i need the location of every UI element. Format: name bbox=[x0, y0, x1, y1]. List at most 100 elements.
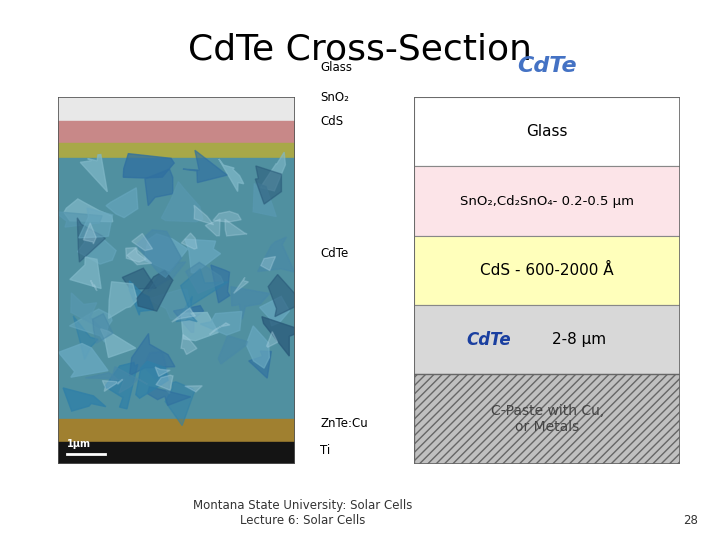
Polygon shape bbox=[132, 233, 153, 251]
Polygon shape bbox=[156, 375, 173, 390]
Polygon shape bbox=[91, 280, 97, 291]
Text: Glass: Glass bbox=[526, 124, 568, 139]
Polygon shape bbox=[70, 257, 101, 288]
Polygon shape bbox=[111, 367, 148, 393]
Polygon shape bbox=[211, 265, 230, 303]
Polygon shape bbox=[78, 230, 116, 264]
Polygon shape bbox=[84, 223, 96, 244]
Bar bbox=[58, 442, 295, 464]
Polygon shape bbox=[102, 379, 123, 392]
Polygon shape bbox=[148, 262, 186, 292]
Bar bbox=[58, 418, 295, 442]
Text: CdS - 600-2000 Å: CdS - 600-2000 Å bbox=[480, 263, 614, 278]
Polygon shape bbox=[58, 343, 108, 377]
Polygon shape bbox=[268, 274, 303, 316]
Polygon shape bbox=[261, 256, 276, 271]
Polygon shape bbox=[261, 152, 285, 191]
Polygon shape bbox=[258, 237, 294, 272]
Text: CdS: CdS bbox=[320, 115, 343, 128]
Polygon shape bbox=[181, 313, 218, 341]
Polygon shape bbox=[122, 268, 156, 289]
Polygon shape bbox=[253, 183, 276, 217]
Polygon shape bbox=[165, 382, 194, 426]
Polygon shape bbox=[106, 188, 138, 218]
Polygon shape bbox=[73, 316, 98, 359]
Polygon shape bbox=[219, 159, 243, 192]
Polygon shape bbox=[148, 289, 192, 320]
Bar bbox=[414, 374, 680, 464]
Polygon shape bbox=[85, 373, 118, 380]
Polygon shape bbox=[109, 282, 138, 319]
Bar bbox=[58, 97, 295, 121]
Polygon shape bbox=[126, 248, 146, 262]
Bar bbox=[414, 166, 680, 236]
Polygon shape bbox=[71, 293, 101, 328]
Polygon shape bbox=[260, 296, 289, 326]
Text: 28: 28 bbox=[683, 514, 698, 526]
Polygon shape bbox=[181, 335, 197, 354]
Bar bbox=[58, 121, 295, 143]
Polygon shape bbox=[80, 154, 107, 192]
Polygon shape bbox=[186, 262, 223, 293]
Polygon shape bbox=[183, 150, 227, 183]
Text: C-Paste with Cu,
or Metals: C-Paste with Cu, or Metals bbox=[490, 404, 604, 435]
Text: ZnTe:Cu: ZnTe:Cu bbox=[320, 417, 368, 430]
Text: Ti: Ti bbox=[320, 444, 330, 457]
Text: 1μm: 1μm bbox=[67, 438, 91, 449]
Polygon shape bbox=[161, 181, 203, 222]
Polygon shape bbox=[181, 269, 228, 307]
Text: SnO₂: SnO₂ bbox=[320, 91, 349, 104]
Polygon shape bbox=[181, 233, 197, 249]
Polygon shape bbox=[78, 208, 112, 238]
Text: CdTe: CdTe bbox=[320, 247, 348, 260]
Polygon shape bbox=[127, 248, 152, 265]
Polygon shape bbox=[123, 154, 174, 178]
Bar bbox=[58, 158, 295, 418]
Polygon shape bbox=[176, 296, 197, 322]
Polygon shape bbox=[69, 309, 112, 342]
Polygon shape bbox=[185, 239, 220, 273]
Polygon shape bbox=[200, 312, 242, 335]
Text: Montana State University: Solar Cells
Lecture 6: Solar Cells: Montana State University: Solar Cells Le… bbox=[193, 498, 412, 526]
Polygon shape bbox=[256, 166, 282, 204]
Polygon shape bbox=[137, 271, 173, 311]
Polygon shape bbox=[174, 306, 204, 332]
Polygon shape bbox=[266, 332, 278, 347]
Polygon shape bbox=[231, 287, 269, 319]
Polygon shape bbox=[105, 362, 138, 409]
Text: Glass: Glass bbox=[320, 61, 352, 74]
Polygon shape bbox=[218, 335, 248, 364]
Polygon shape bbox=[262, 316, 303, 356]
Polygon shape bbox=[246, 326, 269, 368]
Polygon shape bbox=[194, 205, 214, 225]
Polygon shape bbox=[248, 351, 271, 378]
Text: CdTe: CdTe bbox=[467, 330, 511, 349]
Polygon shape bbox=[77, 218, 105, 262]
Polygon shape bbox=[101, 329, 135, 357]
Polygon shape bbox=[93, 314, 113, 343]
Bar bbox=[414, 305, 680, 374]
Polygon shape bbox=[145, 169, 173, 206]
Polygon shape bbox=[145, 234, 187, 271]
Polygon shape bbox=[185, 386, 202, 392]
Polygon shape bbox=[234, 278, 248, 293]
Text: CdTe Cross-Section: CdTe Cross-Section bbox=[188, 32, 532, 66]
Polygon shape bbox=[144, 352, 170, 394]
Polygon shape bbox=[63, 388, 106, 411]
Polygon shape bbox=[225, 219, 247, 236]
Polygon shape bbox=[130, 334, 175, 376]
Polygon shape bbox=[210, 323, 230, 334]
Polygon shape bbox=[137, 230, 181, 277]
Polygon shape bbox=[130, 281, 154, 315]
Polygon shape bbox=[155, 367, 170, 376]
Polygon shape bbox=[54, 212, 102, 227]
Polygon shape bbox=[64, 199, 113, 222]
Polygon shape bbox=[213, 211, 241, 222]
Text: CdTe: CdTe bbox=[518, 56, 577, 76]
Text: 2-8 μm: 2-8 μm bbox=[552, 332, 606, 347]
Polygon shape bbox=[136, 361, 168, 399]
Bar bbox=[414, 236, 680, 305]
Bar bbox=[58, 143, 295, 158]
Bar bbox=[414, 97, 680, 166]
Polygon shape bbox=[148, 387, 191, 406]
